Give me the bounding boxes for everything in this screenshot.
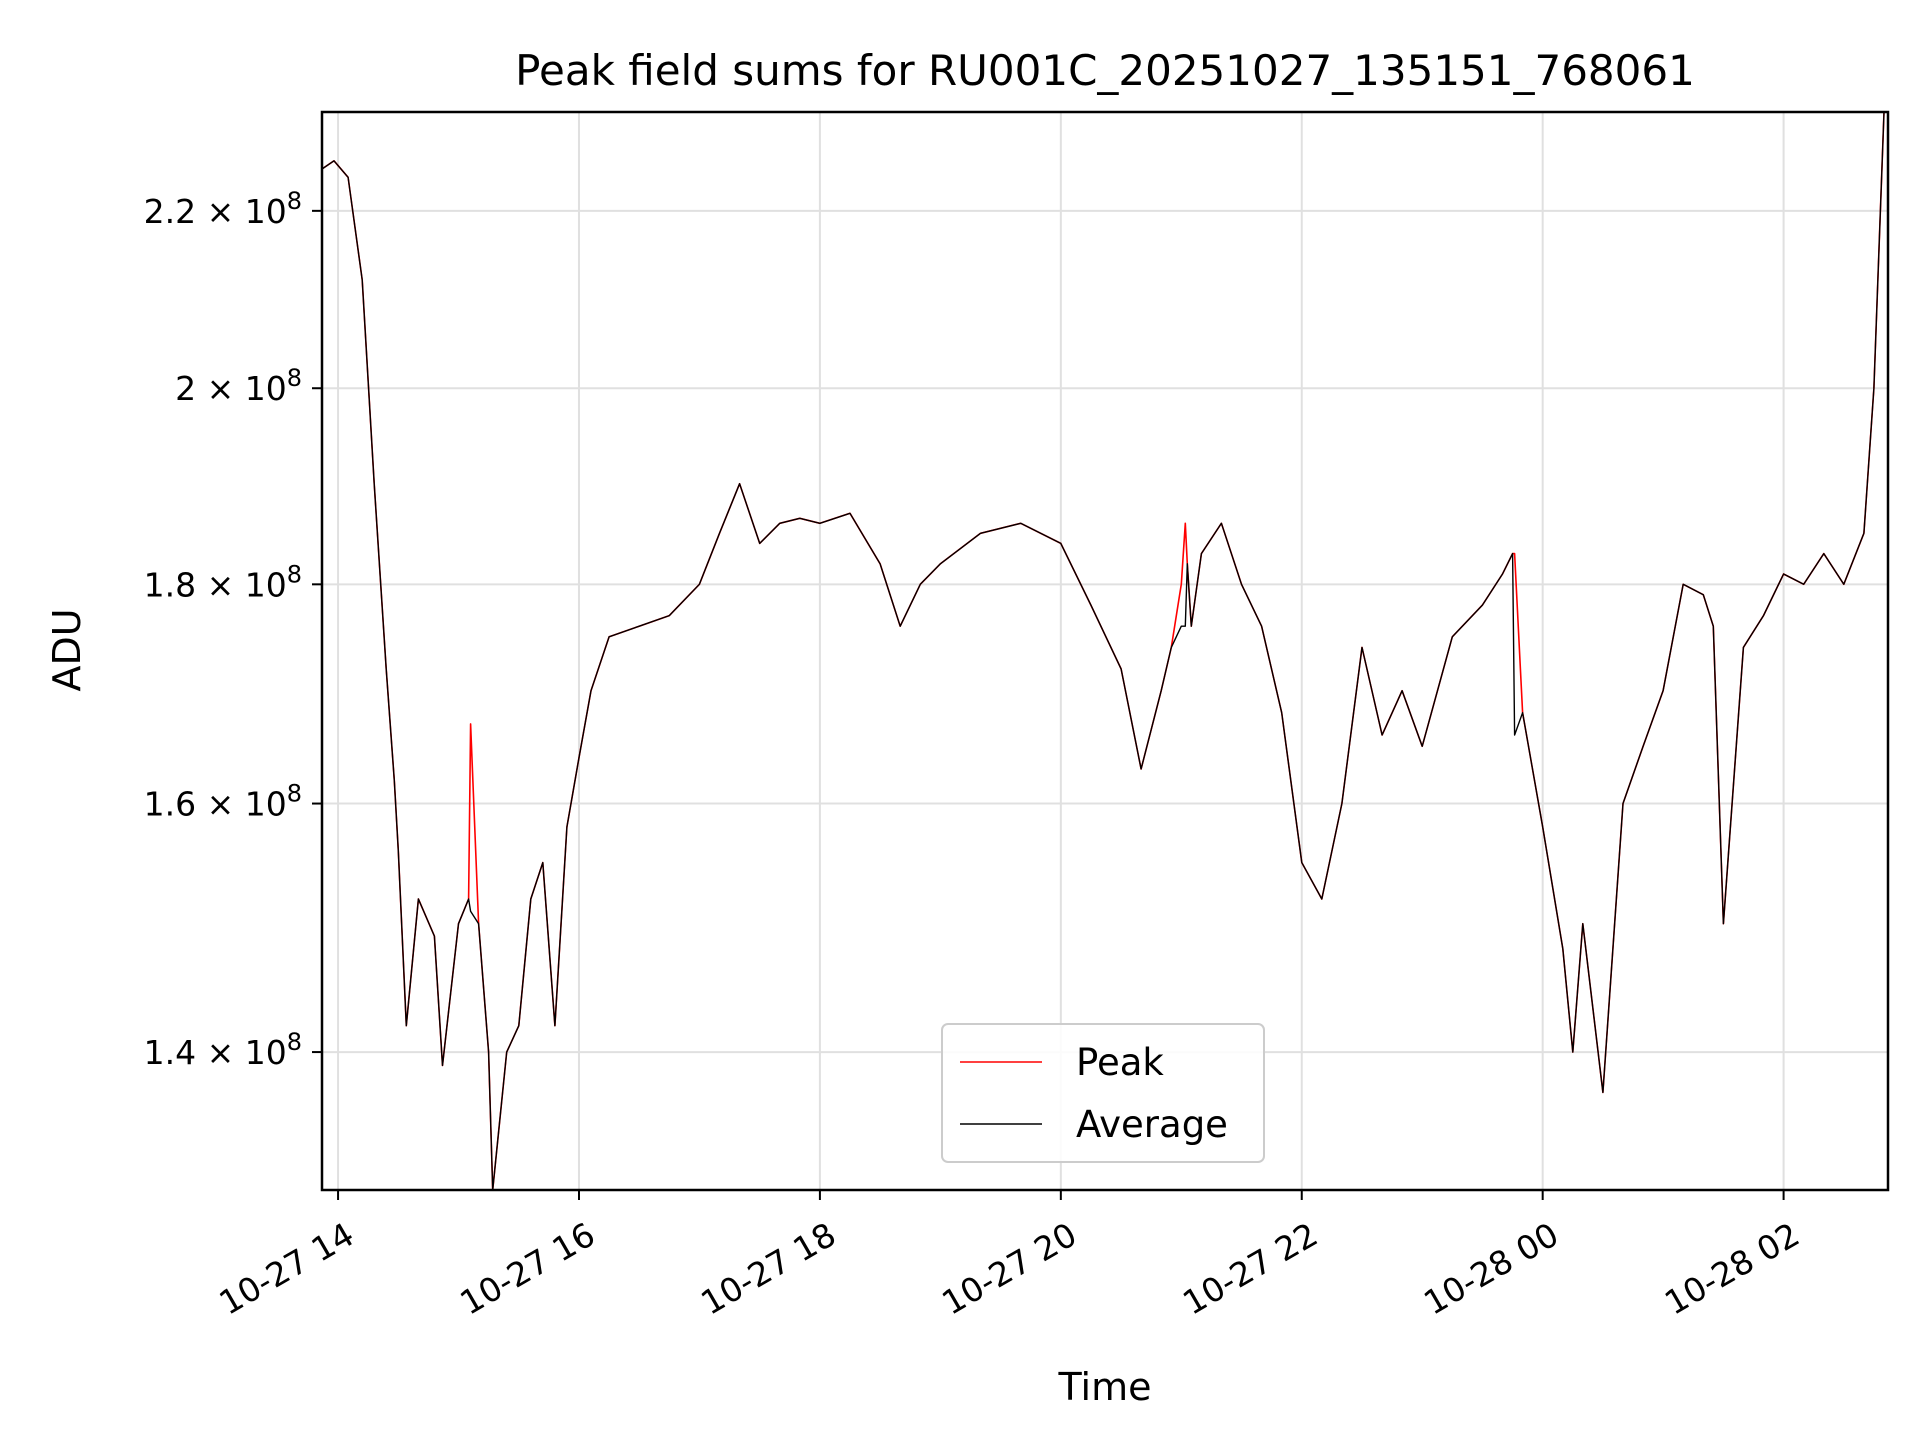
- legend-label-average: Average: [1076, 1103, 1228, 1146]
- series-layer: [322, 112, 1885, 1190]
- y-tick-label: 1.4 × 108: [144, 1028, 302, 1072]
- legend-box: [941, 1023, 1265, 1163]
- y-axis-label: ADU: [45, 608, 89, 691]
- series-line-average: [322, 112, 1885, 1190]
- plot-frame: [320, 110, 1890, 1192]
- y-tick-label: 2.2 × 108: [144, 187, 302, 231]
- y-tick-label: 1.8 × 108: [144, 560, 302, 604]
- legend: Peak Average: [941, 1023, 1265, 1163]
- y-tick-label: 1.6 × 108: [144, 780, 302, 824]
- chart-title: Peak field sums for RU001C_20251027_1351…: [515, 46, 1695, 95]
- x-axis-label: Time: [1058, 1365, 1152, 1409]
- legend-label-peak: Peak: [1076, 1041, 1164, 1084]
- grid: [322, 112, 1888, 1190]
- y-axis-ticks: 1.4 × 108 1.6 × 108 1.8 × 108 2 × 108 2.2 × …: [144, 187, 322, 1072]
- y-tick-label: 2 × 108: [175, 364, 302, 408]
